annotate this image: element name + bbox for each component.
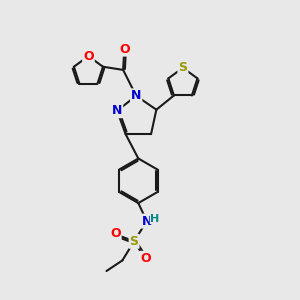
Text: N: N — [131, 89, 141, 102]
Text: O: O — [83, 50, 94, 63]
Text: N: N — [142, 214, 152, 228]
Text: N: N — [112, 104, 122, 117]
Text: O: O — [140, 252, 151, 265]
Text: O: O — [119, 43, 130, 56]
Text: S: S — [178, 61, 188, 74]
Text: S: S — [130, 235, 139, 248]
Text: O: O — [110, 227, 121, 240]
Text: H: H — [150, 214, 160, 224]
